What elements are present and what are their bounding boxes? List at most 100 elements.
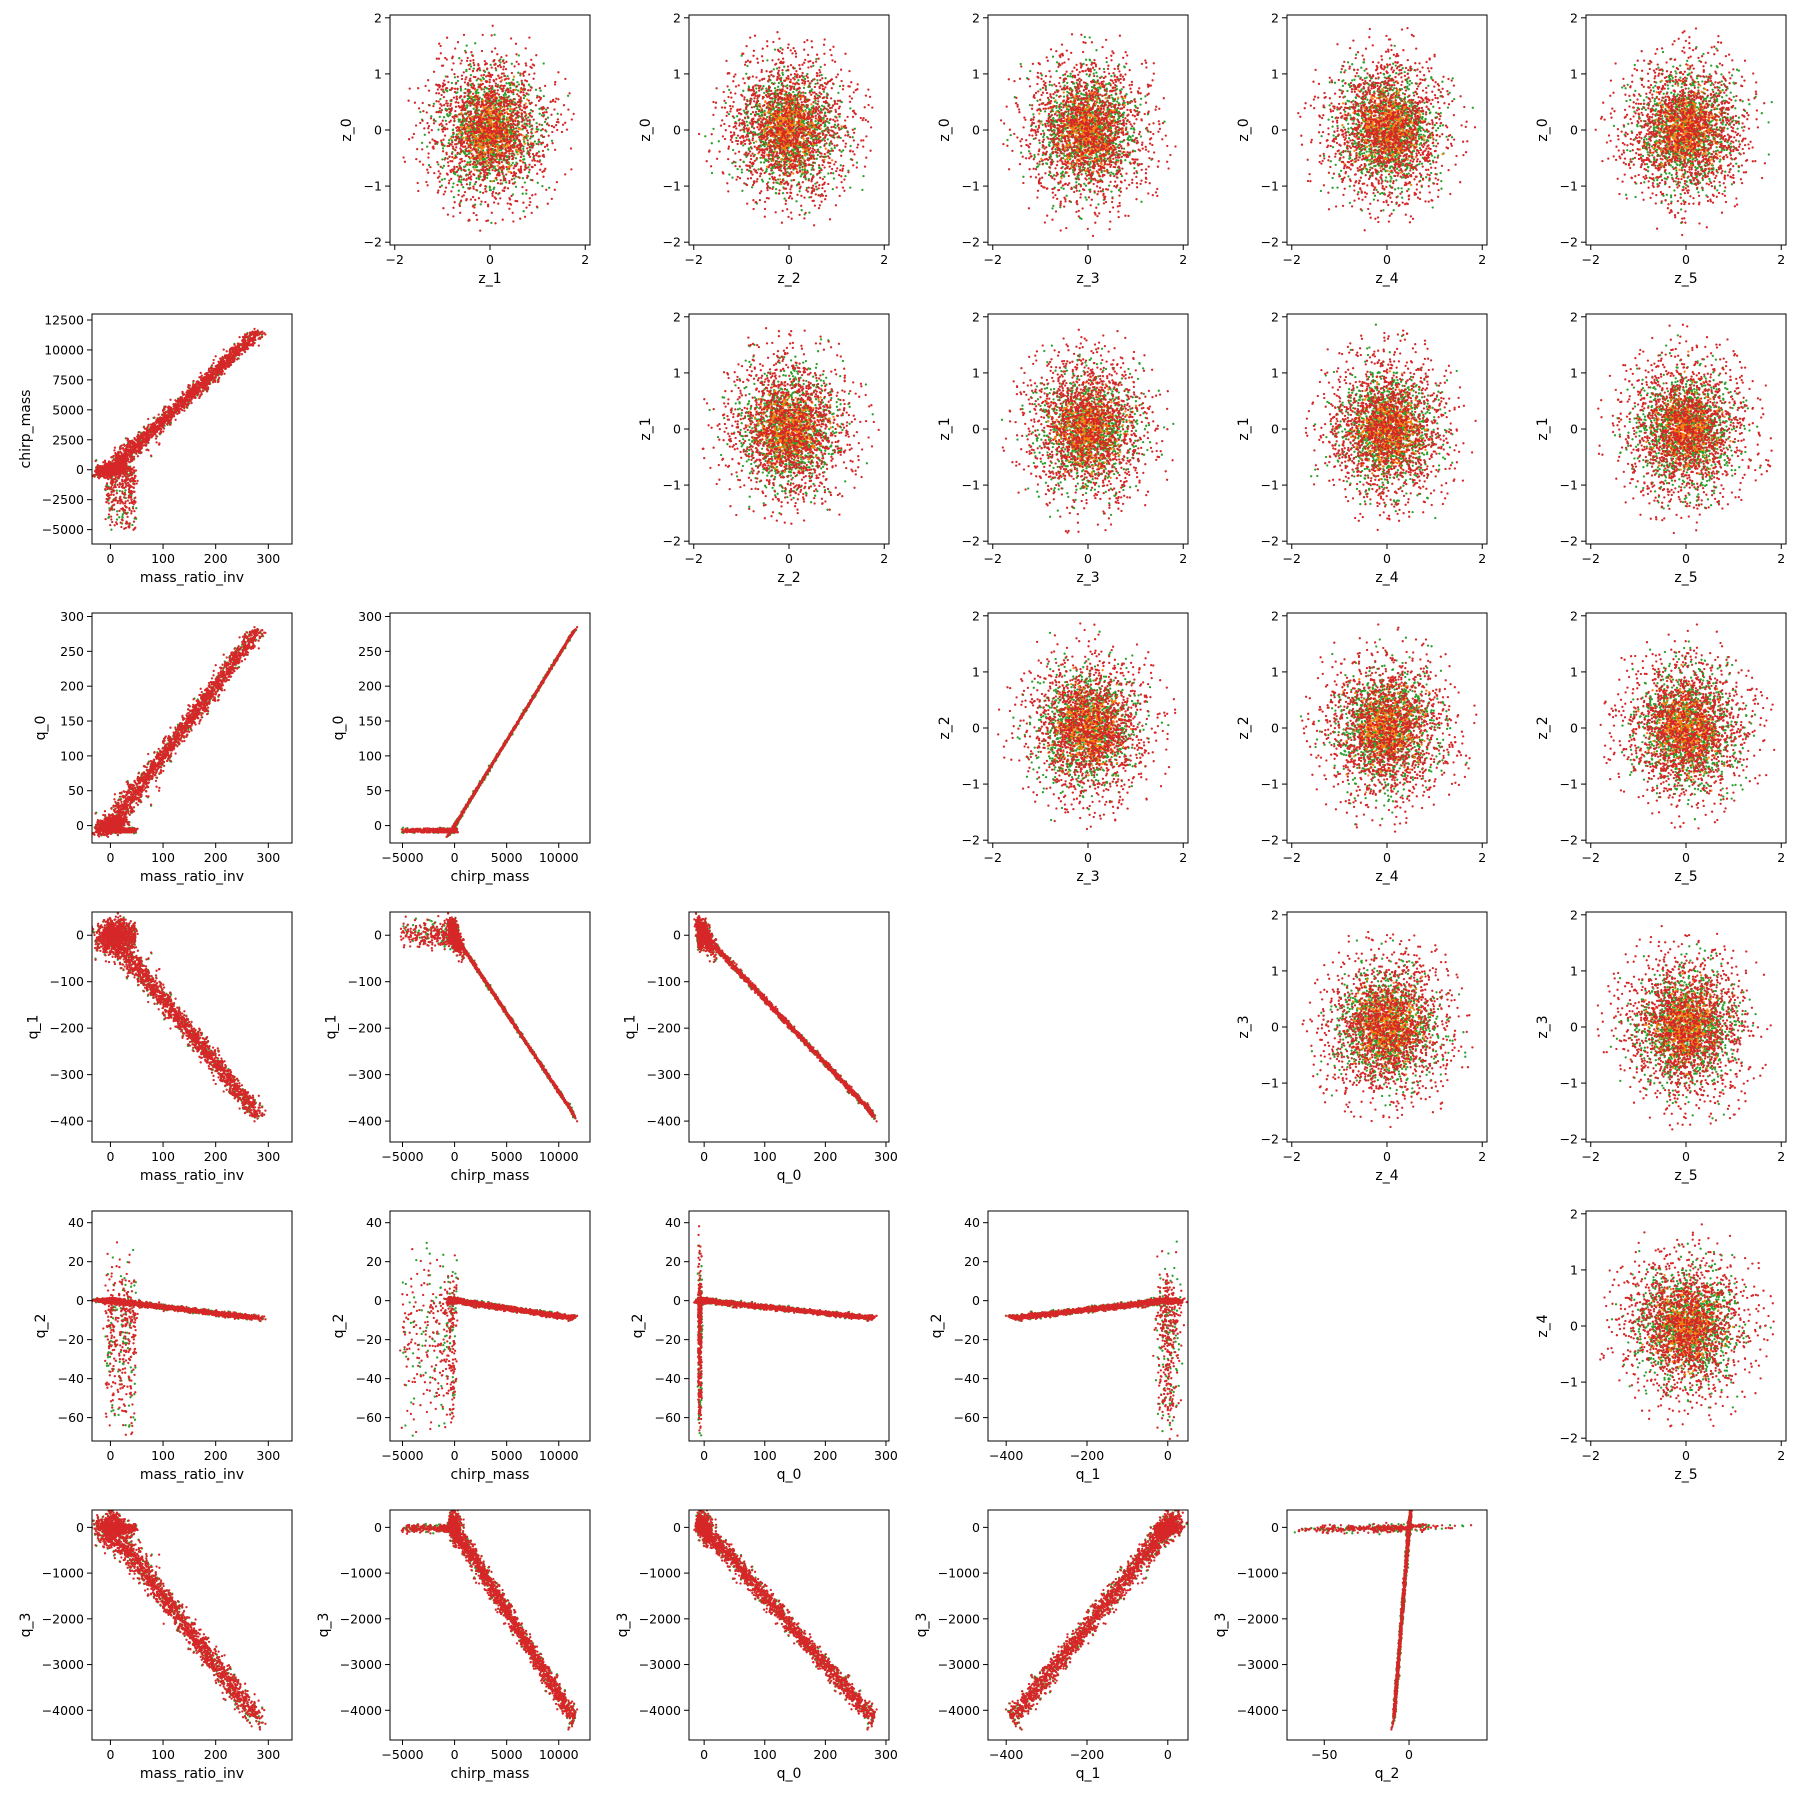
scatter-point bbox=[519, 218, 521, 220]
scatter-point bbox=[544, 121, 546, 123]
scatter-point bbox=[455, 127, 457, 129]
scatter-point bbox=[465, 76, 467, 78]
scatter-point bbox=[480, 119, 482, 121]
scatter-point bbox=[452, 207, 454, 209]
scatter-point bbox=[480, 136, 482, 138]
scatter-point bbox=[457, 76, 459, 78]
scatter-point bbox=[548, 135, 550, 137]
scatter-point bbox=[437, 191, 439, 193]
scatter-point bbox=[441, 144, 443, 146]
scatter-point bbox=[488, 88, 490, 90]
scatter-point bbox=[460, 150, 462, 152]
scatter-point bbox=[531, 159, 533, 161]
scatter-point bbox=[496, 169, 498, 171]
scatter-point bbox=[531, 166, 533, 168]
scatter-point bbox=[500, 66, 502, 68]
scatter-point bbox=[761, 179, 763, 181]
scatter-point bbox=[481, 101, 483, 103]
scatter-point bbox=[523, 126, 525, 128]
scatter-point bbox=[779, 47, 781, 49]
scatter-point bbox=[766, 116, 768, 118]
scatter-point bbox=[407, 100, 409, 102]
scatter-point bbox=[804, 160, 806, 162]
scatter-point bbox=[495, 121, 497, 123]
scatter-point bbox=[445, 123, 447, 125]
scatter-point bbox=[766, 106, 768, 108]
scatter-point bbox=[418, 107, 420, 109]
scatter-point bbox=[503, 156, 505, 158]
scatter-point bbox=[478, 197, 480, 199]
scatter-point bbox=[462, 128, 464, 130]
scatter-point bbox=[529, 66, 531, 68]
scatter-point bbox=[746, 121, 748, 123]
scatter-point bbox=[476, 155, 478, 157]
scatter-point bbox=[832, 172, 834, 174]
scatter-point bbox=[441, 124, 443, 126]
scatter-point bbox=[506, 135, 508, 137]
scatter-point bbox=[782, 74, 784, 76]
scatter-point bbox=[494, 117, 496, 119]
scatter-point bbox=[739, 177, 741, 179]
scatter-point bbox=[419, 122, 421, 124]
scatter-point bbox=[500, 80, 502, 82]
scatter-point bbox=[530, 143, 532, 145]
scatter-point bbox=[446, 37, 448, 39]
scatter-point bbox=[518, 147, 520, 149]
scatter-points bbox=[698, 31, 874, 226]
scatter-point bbox=[557, 98, 559, 100]
scatter-point bbox=[504, 75, 506, 77]
y-tick-label: 2 bbox=[374, 10, 382, 25]
scatter-point bbox=[453, 115, 455, 117]
scatter-point bbox=[461, 78, 463, 80]
scatter-point bbox=[531, 194, 533, 196]
scatter-point bbox=[491, 132, 493, 134]
scatter-point bbox=[448, 182, 450, 184]
scatter-point bbox=[426, 169, 428, 171]
scatter-point bbox=[827, 138, 829, 140]
scatter-point bbox=[788, 166, 790, 168]
scatter-point bbox=[483, 158, 485, 160]
scatter-point bbox=[472, 59, 474, 61]
scatter-point bbox=[785, 200, 787, 202]
scatter-point bbox=[854, 128, 856, 130]
scatter-point bbox=[796, 165, 798, 167]
scatter-point bbox=[507, 187, 509, 189]
scatter-point bbox=[507, 202, 509, 204]
scatter-point bbox=[521, 115, 523, 117]
scatter-point bbox=[547, 107, 549, 109]
scatter-point bbox=[525, 47, 527, 49]
scatter-point bbox=[439, 98, 441, 100]
scatter-point bbox=[499, 61, 501, 63]
scatter-point bbox=[527, 139, 529, 141]
scatter-point bbox=[542, 115, 544, 117]
scatter-point bbox=[472, 196, 474, 198]
scatter-point bbox=[828, 122, 830, 124]
scatter-point bbox=[783, 118, 785, 120]
scatter-point bbox=[794, 124, 796, 126]
scatter-point bbox=[825, 195, 827, 197]
scatter-point bbox=[439, 45, 441, 47]
scatter-point bbox=[458, 178, 460, 180]
scatter-point bbox=[554, 149, 556, 151]
scatter-point bbox=[497, 109, 499, 111]
scatter-point bbox=[430, 115, 432, 117]
scatter-point bbox=[513, 143, 515, 145]
scatter-point bbox=[455, 136, 457, 138]
scatter-point bbox=[466, 60, 468, 62]
scatter-point bbox=[511, 178, 513, 180]
scatter-point bbox=[507, 170, 509, 172]
scatter-point bbox=[440, 52, 442, 54]
scatter-point bbox=[411, 136, 413, 138]
scatter-point bbox=[786, 123, 788, 125]
scatter-point bbox=[762, 141, 764, 143]
scatter-point bbox=[743, 109, 745, 111]
scatter-point bbox=[570, 147, 572, 149]
scatter-point bbox=[515, 127, 517, 129]
scatter-point bbox=[534, 140, 536, 142]
scatter-point bbox=[539, 113, 541, 115]
scatter-point bbox=[522, 91, 524, 93]
scatter-point bbox=[522, 158, 524, 160]
scatter-point bbox=[505, 102, 507, 104]
scatter-point bbox=[470, 51, 472, 53]
scatter-point bbox=[823, 166, 825, 168]
